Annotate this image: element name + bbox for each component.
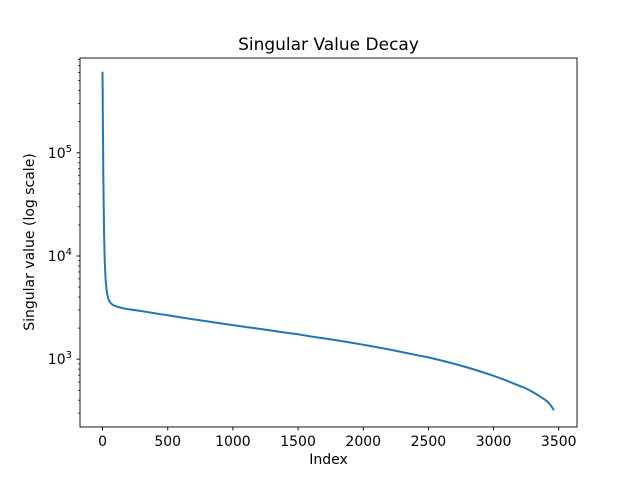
x-tick-label: 2000 <box>345 434 381 450</box>
y-tick-label: 104 <box>48 247 72 265</box>
x-tick-label: 2500 <box>411 434 447 450</box>
x-tick-label: 500 <box>154 434 181 450</box>
x-tick-label: 0 <box>98 434 107 450</box>
plot-border <box>79 57 578 428</box>
y-tick-label: 103 <box>48 350 72 368</box>
x-tick-label: 1500 <box>280 434 316 450</box>
x-axis-label: Index <box>309 452 348 468</box>
x-tick-label: 3000 <box>476 434 512 450</box>
y-tick-label: 105 <box>48 144 72 162</box>
x-tick-label: 3500 <box>541 434 577 450</box>
x-tick-label: 1000 <box>215 434 251 450</box>
chart-title: Singular Value Decay <box>238 35 419 55</box>
data-line <box>101 71 555 411</box>
